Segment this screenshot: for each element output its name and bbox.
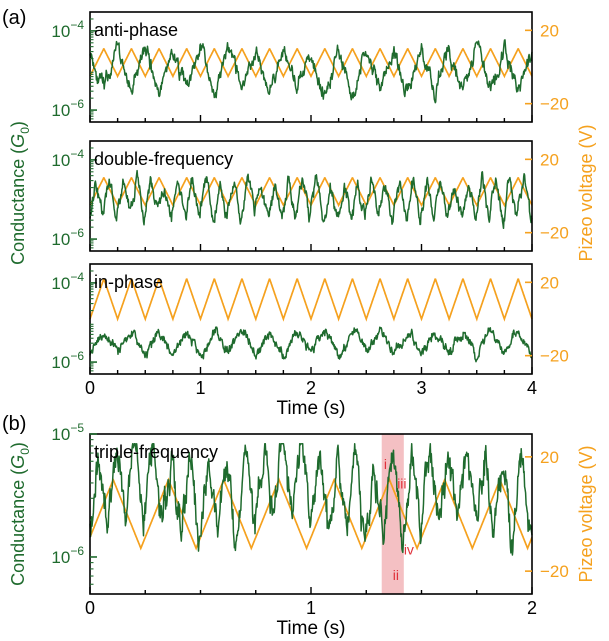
panel-1-title: anti-phase [94, 20, 178, 40]
panel-2-conductance-series [89, 169, 533, 230]
panel-3-right-tick-label: 20 [540, 273, 559, 292]
panel-1-left-tick-label: 10−6 [51, 97, 84, 120]
svg-text:Pizeo voltage (V): Pizeo voltage (V) [576, 445, 596, 582]
panel-4-x-tick-label: 1 [306, 598, 316, 618]
panel-1-right-tick-label: −20 [540, 95, 569, 114]
panel-4-annotation-iii: iii [397, 476, 406, 492]
panel-3-x-tick-label: 3 [416, 378, 426, 398]
panel-3-voltage-series [89, 278, 533, 322]
panel-3-conductance-series [89, 326, 533, 363]
panel-3-left-tick-label: 10−6 [51, 349, 84, 372]
panel-3-x-tick-label: 2 [306, 378, 316, 398]
panel-4-conductance-series [89, 443, 533, 556]
panel-4-highlight-band [381, 434, 404, 594]
panel-4-right-tick-label: −20 [540, 562, 569, 581]
panel-4-annotation-iv: iv [404, 541, 414, 557]
svg-text:Conductance (G0): Conductance (G0) [8, 121, 32, 265]
panel-4-annotation-i: i [384, 456, 387, 472]
panel-label-a: (a) [2, 7, 26, 29]
panel-3-title: in-phase [94, 272, 163, 292]
panel-a-left-axis-label: Conductance (G0) [8, 121, 32, 265]
panel-4-right-tick-label: 20 [540, 448, 559, 467]
panel-2-left-tick-label: 10−6 [51, 226, 84, 249]
panel-2-left-tick-label: 10−4 [51, 147, 84, 170]
panel-3-x-tick-label: 0 [85, 378, 95, 398]
svg-text:Pizeo voltage (V): Pizeo voltage (V) [576, 124, 596, 261]
panel-1-left-tick-label: 10−4 [51, 18, 84, 41]
panel-b-right-axis-label: Pizeo voltage (V) [576, 445, 596, 582]
panel-4-x-axis-label: Time (s) [277, 618, 346, 639]
panel-2-title: double-frequency [94, 149, 233, 169]
panel-2-right-tick-label: −20 [540, 224, 569, 243]
panel-3-x-tick-label: 1 [195, 378, 205, 398]
panel-4-left-tick-label: 10−6 [51, 544, 84, 567]
panel-b-left-axis-label: Conductance (G0) [8, 442, 32, 586]
panel-1-right-tick-label: 20 [540, 21, 559, 40]
panel-3-x-tick-label: 4 [527, 378, 537, 398]
panel-3-right-tick-label: −20 [540, 347, 569, 366]
svg-text:Conductance (G0): Conductance (G0) [8, 442, 32, 586]
panel-3-left-tick-label: 10−4 [51, 270, 84, 293]
panel-2-right-tick-label: 20 [540, 150, 559, 169]
panel-4-annotation-ii: ii [393, 567, 399, 583]
panel-label-b: (b) [2, 413, 26, 435]
panel-1-conductance-series [89, 39, 533, 104]
panel-4-title: triple-frequency [94, 442, 218, 462]
panel-a-right-axis-label: Pizeo voltage (V) [576, 124, 596, 261]
panel-3-x-axis-label: Time (s) [277, 398, 346, 419]
panel-4-x-tick-label: 2 [527, 598, 537, 618]
panel-4-left-tick-label: 10−5 [51, 421, 84, 444]
panel-4-x-tick-label: 0 [85, 598, 95, 618]
panel-1-voltage-series [89, 48, 533, 79]
